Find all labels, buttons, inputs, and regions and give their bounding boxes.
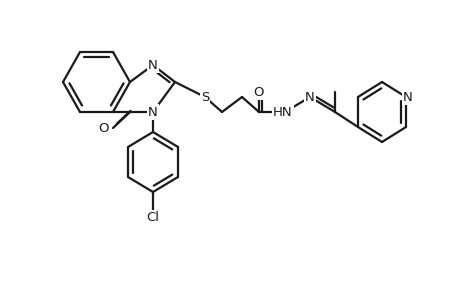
Text: N: N [402, 91, 412, 103]
Text: S: S [201, 91, 209, 103]
Text: N: N [304, 91, 314, 103]
Text: O: O [98, 122, 109, 134]
Text: N: N [148, 106, 157, 118]
Text: O: O [253, 85, 263, 98]
Text: Cl: Cl [146, 212, 159, 224]
Text: N: N [148, 58, 157, 71]
Text: HN: HN [273, 106, 292, 118]
